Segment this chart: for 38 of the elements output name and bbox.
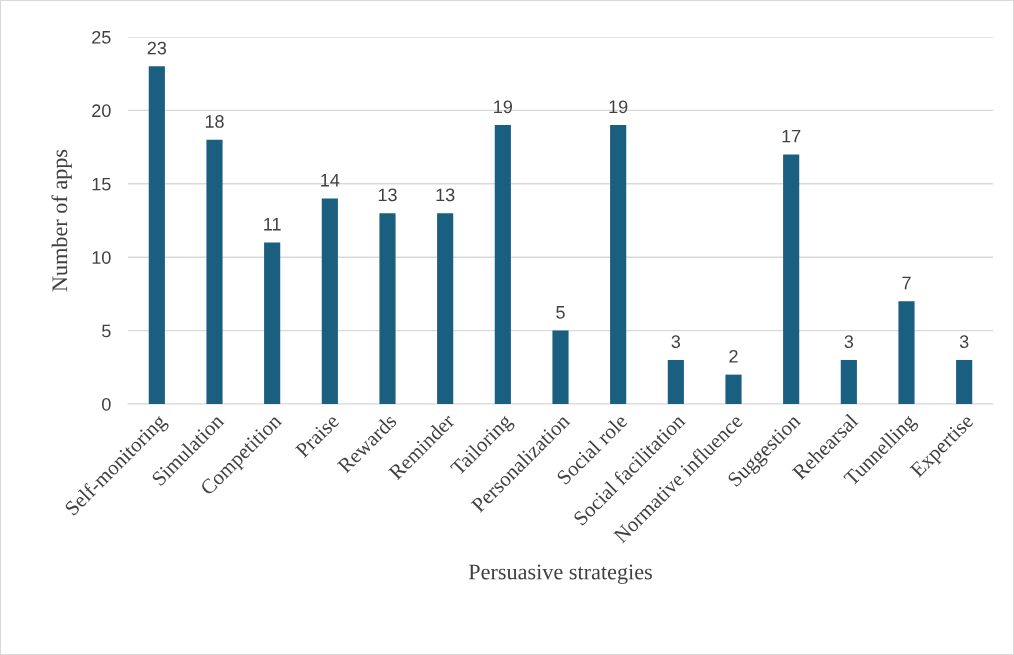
bar [321,198,338,404]
y-tick-label: 10 [92,251,111,264]
bar [206,139,223,404]
data-label: 11 [264,218,281,231]
data-label: 7 [902,276,911,290]
bar [840,359,857,404]
data-label: 5 [556,306,565,319]
data-label: 13 [436,188,455,202]
data-label: 14 [321,173,340,187]
bar [552,330,569,404]
data-label: 19 [609,100,628,114]
data-label: 13 [378,188,397,202]
bar [494,125,511,404]
bar [667,359,684,404]
data-label: 17 [782,129,801,143]
bar [437,213,454,404]
bar [148,66,165,404]
y-tick-label: 5 [102,324,111,338]
data-label: 3 [844,335,854,349]
data-label: 2 [729,349,738,363]
bar [610,125,627,404]
bar [379,213,396,404]
y-tick-label: 25 [92,30,111,44]
y-tick-label: 20 [92,104,111,118]
y-tick-label: 0 [102,397,111,411]
bar [725,374,742,404]
data-label: 19 [494,100,513,114]
data-label: 3 [671,335,681,349]
y-tick-label: 15 [92,177,111,191]
data-label: 18 [205,115,224,128]
y-axis-title: Number of apps [51,149,72,292]
data-label: 23 [147,41,167,55]
data-label: 3 [959,335,969,349]
bar [783,154,800,404]
bar [898,301,915,404]
bar [264,242,281,404]
x-axis-title: Persuasive strategies [468,564,652,584]
bar [956,359,973,404]
